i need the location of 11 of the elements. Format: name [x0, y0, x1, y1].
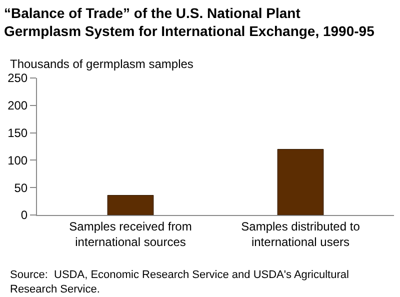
x-tick-label: Samples received from international sources [69, 219, 192, 249]
source-note: Source: USDA, Economic Research Service and USDA's Agricultural Research Service. [10, 269, 349, 296]
chart-title: “Balance of Trade” of the U.S. National Plant Germplasm System for International Exchange, 1990-95 [4, 4, 375, 40]
x-tick-label: Samples distributed to international users [241, 219, 360, 249]
y-tick-label: 0 [20, 208, 28, 222]
y-tick-label: 100 [8, 153, 28, 168]
y-axis-title: Thousands of germplasm samples [10, 57, 194, 71]
y-tick-label: 150 [8, 126, 28, 140]
y-tick-label: 200 [8, 98, 28, 113]
y-tick-label: 50 [14, 180, 28, 195]
y-tick-label: 250 [8, 71, 28, 86]
